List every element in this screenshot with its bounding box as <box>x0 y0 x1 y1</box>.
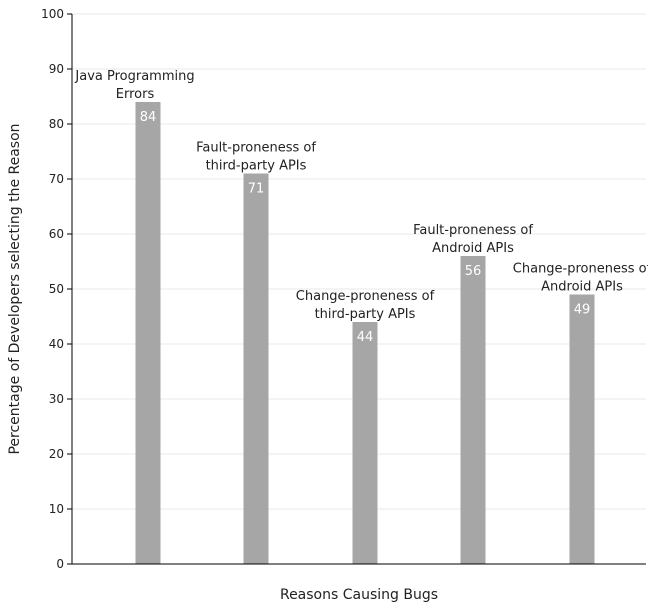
y-axis-title: Percentage of Developers selecting the R… <box>7 123 23 454</box>
y-tick-label: 80 <box>49 117 64 131</box>
value-labels: 84 71 44 56 49 <box>140 110 591 345</box>
bar-value-label: 49 <box>574 303 591 318</box>
category-label: Fault-proneness of <box>196 141 316 156</box>
category-label: Android APIs <box>541 280 623 295</box>
bar <box>460 256 486 564</box>
y-tick-label: 0 <box>56 557 64 571</box>
category-labels: Java Programming Errors Fault-proneness of… <box>74 69 648 322</box>
bar <box>243 173 269 564</box>
y-tick-label: 60 <box>49 227 64 241</box>
y-tick-label: 90 <box>49 62 64 76</box>
gridlines <box>72 13 646 510</box>
bar-value-label: 44 <box>357 330 374 345</box>
bar-value-label: 84 <box>140 110 157 125</box>
y-tick-label: 70 <box>49 172 64 186</box>
bar <box>135 102 161 564</box>
category-label: Change-proneness of <box>296 289 435 304</box>
category-label: third-party APIs <box>206 159 307 174</box>
category-label: Errors <box>116 87 155 102</box>
bars <box>135 102 595 564</box>
bar-value-label: 71 <box>248 182 265 197</box>
bar-value-label: 56 <box>465 264 482 279</box>
y-tick-label: 40 <box>49 337 64 351</box>
bar <box>352 322 378 564</box>
y-tick-label: 100 <box>41 7 64 21</box>
y-tick-label: 20 <box>49 447 64 461</box>
y-axis-ticks: 0 10 20 30 40 50 60 70 80 90 100 <box>41 7 72 571</box>
category-label: Java Programming <box>74 69 194 84</box>
category-label: Change-proneness of <box>513 262 648 277</box>
category-label: third-party APIs <box>315 307 416 322</box>
y-tick-label: 30 <box>49 392 64 406</box>
y-tick-label: 50 <box>49 282 64 296</box>
category-label: Fault-proneness of <box>413 223 533 238</box>
x-axis-title: Reasons Causing Bugs <box>280 587 438 603</box>
y-tick-label: 10 <box>49 502 64 516</box>
category-label: Android APIs <box>432 241 514 256</box>
bar <box>569 294 595 564</box>
